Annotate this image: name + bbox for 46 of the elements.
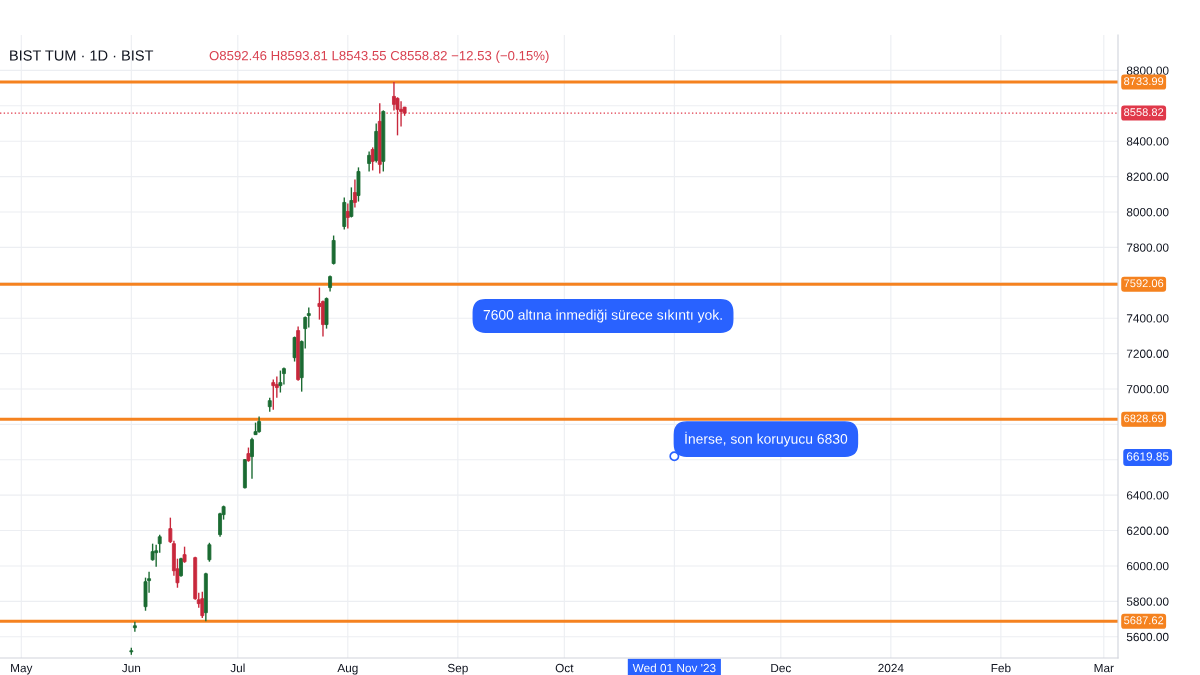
y-tick-label: 5800.00 (1126, 597, 1169, 606)
annotation: 7600 altına inmediği sürece sıkıntı yok. (483, 309, 722, 323)
x-tick-label: Feb (991, 663, 1011, 673)
y-tick-label: 8000.00 (1126, 208, 1169, 217)
x-tick-label: Dec (771, 663, 792, 673)
candlestick (250, 436, 254, 480)
x-tick-label: Oct (555, 663, 574, 673)
y-tick-label: 8200.00 (1126, 172, 1169, 181)
y-tick-label: 6400.00 (1126, 491, 1169, 500)
y-tick-label: 8400.00 (1126, 137, 1169, 146)
x-tick-label: Aug (337, 663, 358, 675)
candlestick (352, 178, 357, 209)
text: O8592.46 H8593.81 L8543.55 C8558.82 −12.53 (−0.15%) (209, 50, 549, 63)
x-tick-label: Sep (447, 663, 468, 675)
y-tick-label: 7200.00 (1126, 349, 1169, 358)
y-tick-label: 6200.00 (1126, 526, 1169, 535)
y-tick-label: 7400.00 (1126, 314, 1169, 323)
x-tick-label: Wed 01 Nov '23 (632, 663, 716, 673)
candlestick (292, 335, 297, 363)
candlestick (132, 621, 137, 633)
y-tick-label: 6000.00 (1126, 562, 1169, 571)
x-tick-label: Jun (121, 663, 141, 673)
y-tick-label: 6619.85 (1126, 452, 1169, 461)
x-tick-label: Jul (230, 663, 245, 673)
y-tick-label: 8800.00 (1126, 66, 1169, 75)
ref-line-label: 8733.99 (1124, 77, 1164, 86)
candlestick (207, 542, 212, 563)
x-tick-label: Mar (1094, 663, 1114, 673)
annotation: İnerse, son koruyucu 6830 (685, 431, 848, 447)
x-tick-label: May (11, 663, 33, 675)
ref-line-label: 8558.82 (1124, 108, 1164, 117)
x-tick-label: 2024 (878, 663, 904, 673)
candlestick (349, 186, 354, 219)
ref-line-label: 6828.69 (1124, 414, 1164, 423)
text: BIST TUM · 1D · BIST (10, 50, 154, 61)
y-tick-label: 5600.00 (1126, 632, 1169, 642)
candlestick (306, 306, 311, 329)
ref-line-label: 5687.62 (1124, 616, 1164, 625)
candlestick (367, 150, 372, 173)
y-tick-label: 7800.00 (1126, 243, 1169, 252)
y-tick-label: 7000.00 (1126, 385, 1169, 394)
candlestick (317, 286, 322, 321)
candlestick (278, 369, 283, 394)
candlestick (157, 533, 162, 554)
candlestick (331, 234, 336, 266)
ref-line-label: 7592.06 (1124, 279, 1164, 288)
